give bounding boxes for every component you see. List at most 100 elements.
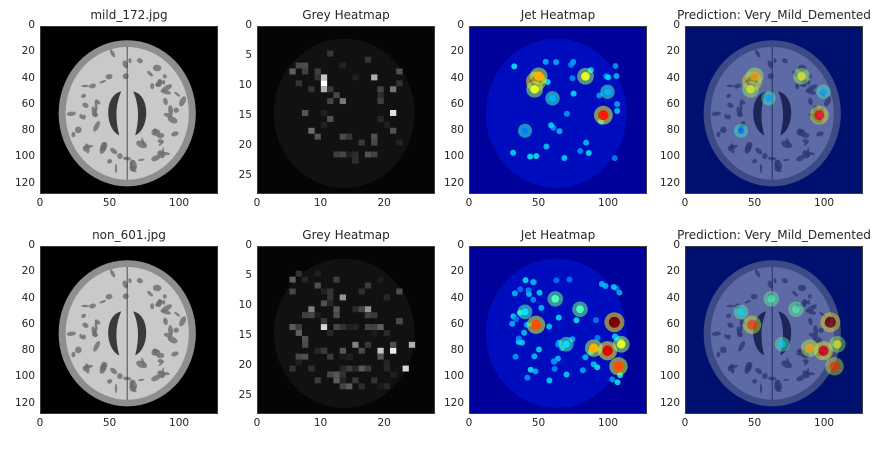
grey-cell (377, 383, 384, 390)
y-tick-label: 100 (14, 150, 35, 163)
grey-cell (302, 110, 309, 116)
heat-core-5 (767, 295, 776, 303)
grey-cell (308, 365, 315, 372)
grey-cell-hot-9 (352, 341, 359, 348)
y-tick-label: 100 (443, 370, 464, 383)
y-tick-label: 0 (28, 19, 35, 31)
x-tick-label: 0 (681, 197, 689, 209)
y-tick-label: 0 (673, 19, 680, 31)
grey-cell (314, 377, 321, 384)
grey-cell (320, 288, 328, 295)
jet-spot (613, 73, 620, 80)
heat-core-3 (581, 71, 590, 81)
y-tick-label: 40 (21, 291, 35, 304)
grey-cell (320, 110, 328, 116)
jet-spot (616, 289, 623, 296)
y-tick-label: 60 (666, 97, 680, 110)
grey-cell (346, 365, 353, 372)
grey-cell (396, 318, 403, 325)
x-tick-label: 0 (253, 197, 261, 209)
x-tick-label: 0 (465, 417, 473, 429)
grey-cell (371, 151, 378, 158)
y-tick-label: 25 (238, 169, 252, 181)
grey-cell (302, 68, 309, 75)
jet-spot (563, 110, 570, 117)
grey-cell (364, 312, 372, 319)
right-ventricle (778, 311, 792, 356)
plot-area (40, 246, 218, 414)
jet-spot (535, 346, 542, 353)
right-ventricle (778, 91, 792, 136)
grey-cell (383, 294, 390, 301)
jet-spot (542, 58, 549, 65)
jet-spot (610, 284, 617, 291)
grey-cell (327, 330, 334, 336)
grey-cell (308, 312, 315, 319)
jet-spot (561, 154, 568, 161)
jet-spot (509, 320, 516, 327)
grey-cell (396, 139, 403, 146)
left-ventricle (753, 91, 767, 136)
y-tick-label: 0 (245, 239, 252, 251)
jet-spot (566, 276, 573, 283)
jet-spot (511, 63, 518, 70)
jet-spot (605, 74, 612, 81)
grey-cell (377, 92, 384, 99)
jet-spot (585, 149, 592, 156)
grey-cell (371, 377, 378, 384)
jet-spot (522, 277, 529, 284)
grey-cell (371, 324, 378, 330)
grey-cell (339, 324, 346, 330)
grey-cell (377, 353, 384, 360)
x-tick-label: 50 (747, 417, 762, 429)
grey-cell (352, 74, 359, 81)
grey-cell (320, 347, 328, 354)
heat-core-1 (534, 71, 544, 81)
grey-cell (358, 347, 365, 354)
grey-cell (339, 347, 346, 354)
y-tick-label: 0 (457, 19, 464, 31)
y-tick-label: 20 (21, 265, 35, 278)
y-tick-label: 40 (666, 71, 680, 84)
y-tick-label: 80 (450, 124, 464, 136)
y-tick-label: 100 (659, 150, 680, 163)
jet-spot (568, 61, 575, 68)
grey-cell (346, 324, 353, 330)
grey-cell (371, 312, 378, 319)
heat-core-2 (530, 84, 539, 94)
grey-cell (352, 377, 359, 384)
grey-cell (396, 68, 403, 75)
heat-core-4 (598, 110, 609, 121)
heat-core-6 (792, 305, 800, 314)
jet-spot (602, 282, 609, 289)
grey-cell (333, 371, 340, 378)
plot-area (685, 26, 863, 194)
x-tick-label: 50 (102, 197, 117, 209)
grey-cell (352, 365, 359, 372)
grey-cell (289, 324, 296, 330)
jet-spot (532, 368, 539, 375)
y-tick-label: 120 (659, 396, 680, 409)
y-tick-label: 60 (21, 97, 35, 110)
grey-cell (358, 306, 365, 313)
heat-core-1 (602, 345, 613, 356)
jet-spot (536, 289, 543, 296)
grey-cell (339, 365, 346, 372)
heat-core-9 (778, 340, 786, 348)
y-tick-label: 0 (457, 239, 464, 251)
y-tick-label: 120 (659, 176, 680, 189)
grey-cell (390, 371, 397, 378)
grey-cell (371, 330, 378, 336)
grey-cell-hot-1 (390, 347, 397, 354)
grey-cell (314, 270, 321, 277)
grey-cell (289, 276, 296, 283)
right-ventricle (133, 311, 147, 356)
heat-core-6 (521, 127, 529, 134)
panel-title: Grey Heatmap (302, 228, 390, 242)
grey-cell (333, 306, 340, 313)
x-tick-label: 100 (814, 417, 835, 429)
panel-title: mild_172.jpg (90, 8, 168, 22)
heat-core-0 (608, 316, 620, 328)
grey-cell (314, 74, 321, 81)
grey-cell (295, 62, 302, 69)
